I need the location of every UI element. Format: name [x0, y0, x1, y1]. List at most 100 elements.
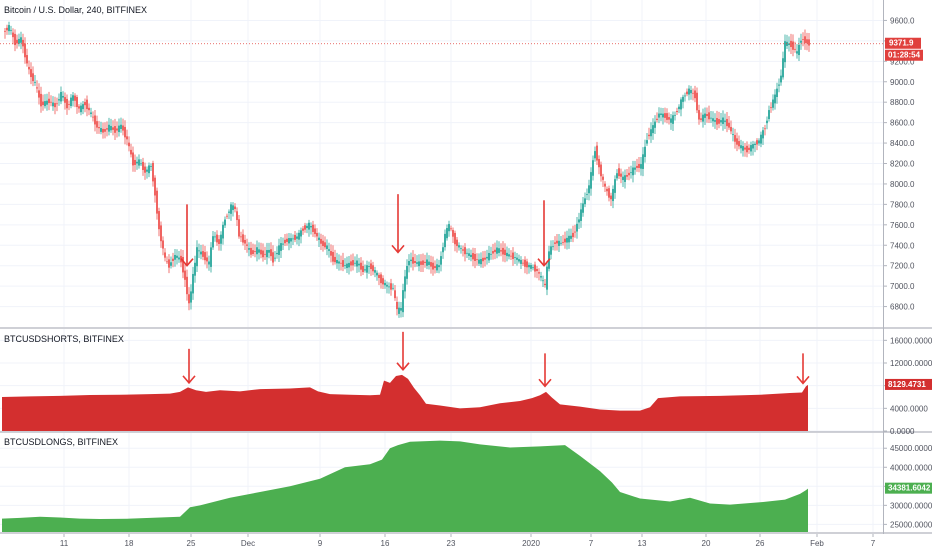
candle-body: [542, 280, 544, 282]
candle-body: [216, 234, 218, 243]
candle-body: [396, 301, 398, 310]
candle-body: [228, 211, 230, 213]
candle-body: [32, 73, 34, 82]
candle-body: [60, 92, 62, 102]
candle-body: [540, 276, 542, 278]
candle-body: [196, 247, 198, 267]
candle-body: [380, 274, 382, 284]
candle-body: [792, 41, 794, 50]
candle-body: [492, 251, 494, 254]
longs-pane-title: BTCUSDLONGS, BITFINEX: [4, 437, 118, 447]
candle-body: [146, 169, 148, 172]
candle-body: [742, 146, 744, 151]
candle-body: [236, 211, 238, 221]
candle-body: [384, 282, 386, 286]
candle-body: [264, 253, 266, 255]
candle-body: [714, 120, 716, 122]
candle-body: [38, 90, 40, 98]
candle-body: [202, 251, 204, 257]
candle-body: [712, 118, 714, 122]
candle-body: [94, 115, 96, 125]
candle-body: [628, 172, 630, 176]
candle-body: [460, 248, 462, 250]
candle-body: [808, 39, 810, 46]
candle-body: [700, 118, 702, 120]
candle-body: [156, 190, 158, 214]
candle-body: [502, 247, 504, 255]
candle-body: [276, 252, 278, 255]
candle-body: [232, 205, 234, 210]
candle-body: [302, 228, 304, 231]
candle-body: [576, 223, 578, 232]
candle-body: [566, 237, 568, 243]
shorts-value-tag: 8129.4731: [885, 378, 932, 390]
candle-body: [608, 188, 610, 198]
candle-body: [740, 145, 742, 149]
candle-body: [776, 88, 778, 98]
candle-body: [200, 251, 202, 255]
candle-body: [552, 246, 554, 248]
candle-body: [126, 136, 128, 140]
candle-body: [754, 143, 756, 145]
candle-body: [104, 129, 106, 132]
axis-tick-label: 9000.0: [890, 78, 915, 87]
axis-tick-label: 4000.0000: [890, 404, 928, 413]
candle-body: [182, 257, 184, 273]
candle-body: [444, 233, 446, 248]
candle-body: [490, 253, 492, 255]
candle-body: [472, 253, 474, 260]
candle-body: [594, 151, 596, 159]
candle-body: [114, 126, 116, 133]
candle-body: [764, 128, 766, 130]
candle-body: [772, 99, 774, 108]
candle-body: [22, 39, 24, 47]
price-pane-title: Bitcoin / U.S. Dollar, 240, BITFINEX: [4, 5, 147, 15]
candle-body: [718, 119, 720, 124]
candle-body: [636, 165, 638, 168]
candle-body: [774, 94, 776, 104]
annotation-arrow-head: [180, 258, 194, 267]
candle-body: [538, 272, 540, 274]
axis-tick-label: 12000.0000: [890, 359, 932, 368]
longs-value-tag-text: 34381.6042: [888, 484, 931, 493]
candle-body: [446, 228, 448, 239]
candle-body: [260, 249, 262, 255]
candle-body: [12, 32, 14, 38]
candle-body: [456, 239, 458, 247]
candle-body: [668, 117, 670, 120]
candle-body: [308, 222, 310, 230]
candle-body: [294, 234, 296, 240]
candle-body: [128, 142, 130, 147]
candle-body: [574, 231, 576, 233]
candle-body: [220, 234, 222, 244]
candle-body: [356, 260, 358, 267]
candle-body: [206, 257, 208, 262]
candle-body: [292, 238, 294, 240]
price-candles: [4, 21, 810, 318]
candle-body: [408, 261, 410, 266]
axis-tick-label: 0.0000: [890, 427, 915, 436]
candle-body: [526, 261, 528, 268]
candle-body: [522, 262, 524, 264]
candle-body: [28, 66, 30, 70]
axis-tick-label: 40000.0000: [890, 463, 932, 472]
candle-body: [350, 261, 352, 266]
candle-body: [130, 149, 132, 155]
candle-body: [564, 238, 566, 243]
candle-body: [654, 121, 656, 128]
candle-body: [686, 91, 688, 95]
candle-body: [464, 247, 466, 255]
candle-body: [116, 128, 118, 131]
candle-body: [306, 225, 308, 229]
date-tick-label: 9: [318, 539, 323, 548]
candle-body: [272, 252, 274, 263]
candle-body: [680, 99, 682, 110]
candle-body: [258, 249, 260, 253]
candle-body: [322, 240, 324, 247]
candle-body: [674, 114, 676, 116]
candle-body: [230, 204, 232, 214]
candle-body: [378, 274, 380, 278]
candle-body: [406, 265, 408, 279]
candle-body: [168, 259, 170, 268]
candle-body: [730, 126, 732, 132]
